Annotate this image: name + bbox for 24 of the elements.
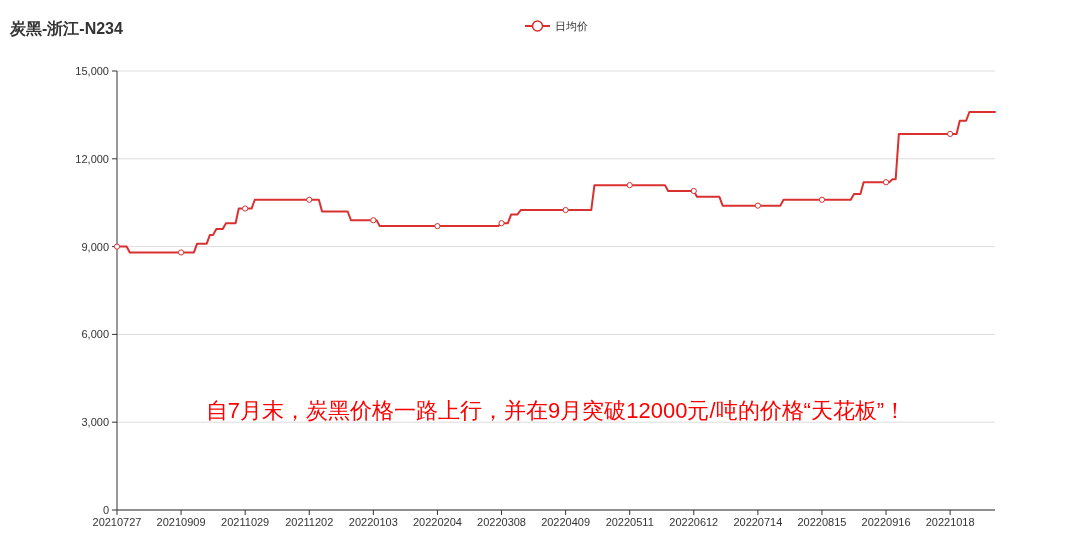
x-tick-label: 20211029 — [221, 516, 270, 528]
y-tick-label: 12,000 — [75, 152, 109, 165]
legend-label: 日均价 — [555, 20, 588, 32]
x-tick-label: 20220511 — [605, 516, 654, 528]
x-tick-label: 20210727 — [92, 516, 142, 528]
y-tick-label: 15,000 — [75, 65, 109, 77]
x-tick-label: 20220815 — [797, 516, 847, 528]
x-tick-label: 20210909 — [156, 516, 206, 528]
x-tick-label: 20211202 — [285, 516, 334, 528]
y-tick-label: 3,000 — [81, 416, 109, 429]
x-tick-label: 20221018 — [925, 516, 975, 528]
x-tick-label: 20220308 — [477, 516, 526, 528]
annotations: 自7月末，炭黑价格一路上行，并在9月突破12000元/吨的价格“天花板”！ — [205, 397, 907, 423]
title: 炭黑-浙江-N234 — [10, 20, 123, 37]
y-tick-label: 0 — [102, 504, 109, 516]
x-tick-label: 20220612 — [669, 516, 719, 528]
y-tick-label: 6,000 — [81, 328, 109, 341]
x-tick-label: 20220714 — [733, 516, 783, 528]
x-tick-label: 20220409 — [541, 516, 591, 528]
x-tick-label: 20220916 — [861, 516, 911, 528]
y-tick-label: 9,000 — [81, 240, 109, 253]
x-tick-label: 20220204 — [412, 516, 462, 528]
x-tick-label: 20220103 — [348, 516, 398, 528]
legend: 日均价 — [524, 20, 588, 32]
